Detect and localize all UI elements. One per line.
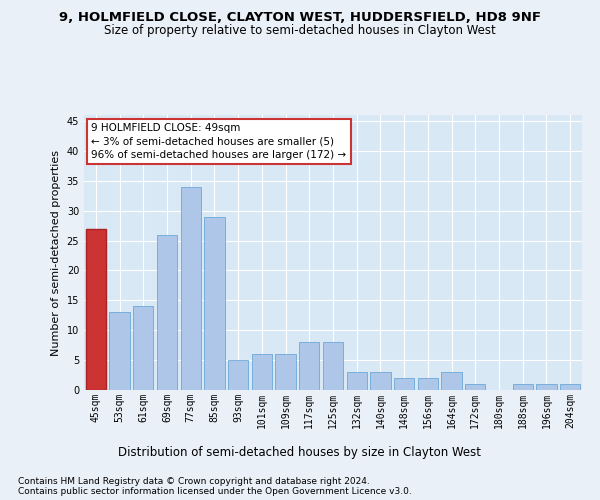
Bar [252, 354, 272, 390]
Bar [536, 384, 557, 390]
Text: Contains public sector information licensed under the Open Government Licence v3: Contains public sector information licen… [18, 488, 412, 496]
Text: 9 HOLMFIELD CLOSE: 49sqm
← 3% of semi-detached houses are smaller (5)
96% of sem: 9 HOLMFIELD CLOSE: 49sqm ← 3% of semi-de… [91, 123, 347, 160]
Text: 9, HOLMFIELD CLOSE, CLAYTON WEST, HUDDERSFIELD, HD8 9NF: 9, HOLMFIELD CLOSE, CLAYTON WEST, HUDDER… [59, 11, 541, 24]
Text: Size of property relative to semi-detached houses in Clayton West: Size of property relative to semi-detach… [104, 24, 496, 37]
Bar [323, 342, 343, 390]
Bar [133, 306, 154, 390]
Bar [512, 384, 533, 390]
Bar [181, 186, 201, 390]
Text: Distribution of semi-detached houses by size in Clayton West: Distribution of semi-detached houses by … [119, 446, 482, 459]
Bar [394, 378, 414, 390]
Bar [299, 342, 319, 390]
Bar [418, 378, 438, 390]
Bar [228, 360, 248, 390]
Bar [370, 372, 391, 390]
Bar [465, 384, 485, 390]
Y-axis label: Number of semi-detached properties: Number of semi-detached properties [51, 150, 61, 356]
Bar [86, 228, 106, 390]
Text: Contains HM Land Registry data © Crown copyright and database right 2024.: Contains HM Land Registry data © Crown c… [18, 476, 370, 486]
Bar [442, 372, 461, 390]
Bar [560, 384, 580, 390]
Bar [157, 234, 177, 390]
Bar [205, 216, 224, 390]
Bar [347, 372, 367, 390]
Bar [109, 312, 130, 390]
Bar [275, 354, 296, 390]
